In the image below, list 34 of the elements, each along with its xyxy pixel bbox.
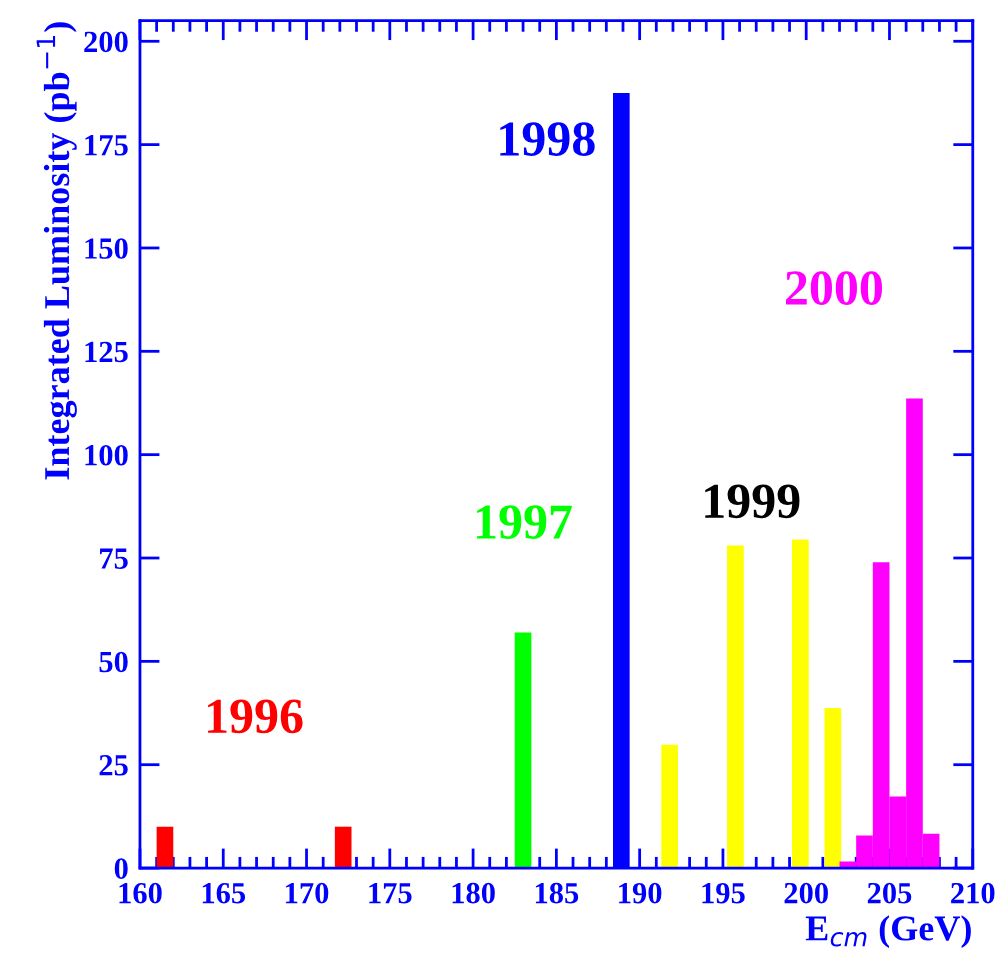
bar [334,826,352,869]
series-label: 2000 [786,271,882,305]
x-tick-label: 175 [369,882,412,904]
series-label: 1999 [705,484,800,519]
x-tick-label: 200 [784,882,828,904]
bar [727,545,744,869]
series-label: 1996 [208,699,303,734]
x-tick-label: 170 [286,882,329,904]
x-tick-label: 190 [619,882,662,904]
y-tick-label: 125 [85,341,128,363]
y-tick-label: 75 [100,548,128,569]
y-tick-label: 150 [85,238,128,259]
bar [156,826,174,869]
x-tick-label: 165 [202,882,246,904]
x-tick-label: 180 [452,882,495,904]
bar [792,539,809,869]
bar [661,744,678,869]
bar [514,632,532,869]
text: 1997 [477,505,572,539]
x-tick-label: 160 [119,882,162,904]
series-label: 1998 [500,122,595,156]
y-tick-label: 50 [99,651,128,673]
y-tick-label: 25 [99,755,128,776]
x-tick-label: 210 [951,882,995,904]
x-tick-label: 205 [867,882,912,904]
x-axis-title: E$_{cm}$ (GeV) [805,915,971,948]
x-tick-label: 195 [702,882,745,904]
x-tick-label: 185 [535,882,579,904]
bar [824,708,842,869]
y-tick-label: 100 [85,444,128,466]
y-tick-label: 175 [85,135,128,156]
y-tick-label: 200 [84,31,128,53]
y-tick-label: 0 [114,858,128,879]
y-axis-title: Integrated Luminosity (pb$^{−1}$) [36,22,77,480]
